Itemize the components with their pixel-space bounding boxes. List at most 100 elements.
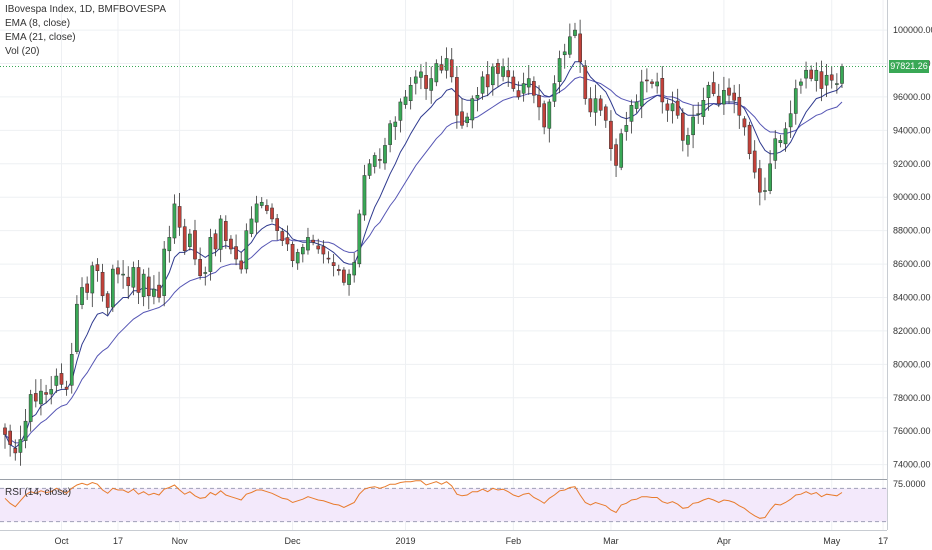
- candle-down: [316, 238, 321, 254]
- legend-ema21[interactable]: EMA (21, close): [5, 32, 76, 43]
- candle-down: [3, 423, 7, 449]
- candle-down: [290, 241, 295, 268]
- rsi-legend[interactable]: RSI (14, close): [5, 487, 72, 498]
- candle-down: [506, 57, 511, 87]
- candle-down: [727, 78, 731, 104]
- legend-ema8[interactable]: EMA (8, close): [5, 18, 71, 29]
- price-tick-label: 74000.00: [893, 460, 931, 470]
- candle-down: [193, 219, 197, 266]
- candle-up: [670, 91, 675, 124]
- candle-up: [357, 209, 362, 268]
- candle-up: [788, 100, 793, 138]
- candle-up: [629, 99, 634, 134]
- last-price-tag: 97821.26: [889, 60, 929, 73]
- candle-down: [285, 225, 290, 252]
- candle-up: [23, 409, 28, 449]
- candle-up: [799, 78, 803, 94]
- candle-up: [783, 122, 788, 152]
- candle-up: [521, 72, 526, 102]
- candle-down: [752, 140, 757, 179]
- candle-up: [28, 389, 33, 432]
- candle-up: [249, 206, 254, 238]
- candle-down: [603, 104, 608, 128]
- candle-up: [634, 94, 639, 113]
- time-tick-label: 17: [113, 536, 123, 546]
- candle-up: [259, 197, 264, 209]
- candle-up: [131, 261, 136, 296]
- price-tick-label: 84000.00: [893, 292, 931, 302]
- candle-down: [223, 215, 228, 249]
- candle-up: [824, 63, 829, 98]
- candle-down: [809, 65, 814, 82]
- time-tick-label: 17: [878, 536, 888, 546]
- candle-down: [424, 61, 428, 100]
- price-tick-label: 86000.00: [893, 259, 931, 269]
- candle-down: [100, 263, 105, 302]
- candle-up: [295, 248, 300, 270]
- candle-down: [342, 267, 346, 286]
- legend-vol[interactable]: Vol (20): [5, 46, 40, 57]
- candle-up: [413, 70, 418, 95]
- candle-down: [449, 48, 454, 83]
- candle-up: [69, 342, 74, 394]
- candle-up: [706, 81, 711, 111]
- candle-down: [85, 276, 90, 300]
- candle-down: [609, 110, 613, 161]
- candle-down: [336, 264, 341, 276]
- candle-down: [229, 235, 233, 255]
- price-tick-label: 100000.00: [893, 25, 932, 35]
- candle-down: [64, 380, 69, 396]
- candle-up: [835, 73, 839, 94]
- candle-down: [716, 83, 721, 108]
- candle-up: [480, 71, 485, 100]
- candle-down: [182, 218, 187, 255]
- time-tick-label: May: [823, 536, 841, 546]
- candle-down: [126, 266, 131, 300]
- candle-up: [701, 87, 706, 125]
- candle-up: [244, 223, 249, 274]
- candle-down: [280, 227, 285, 247]
- price-axis[interactable]: 74000.00 76000.00 78000.00 80000.00 82000.00…: [887, 0, 932, 550]
- candle-down: [614, 138, 618, 178]
- candle-up: [90, 261, 95, 308]
- price-tick-label: 88000.00: [893, 226, 931, 236]
- candle-down: [213, 229, 218, 257]
- candle-down: [270, 203, 274, 223]
- candle-down: [177, 192, 182, 236]
- candle-down: [757, 159, 762, 206]
- candle-down: [105, 291, 110, 315]
- rsi-line: [4, 480, 843, 519]
- candle-up: [80, 277, 84, 310]
- candle-up: [778, 134, 783, 148]
- candle-down: [157, 271, 161, 303]
- candle-down: [136, 260, 141, 304]
- candle-down: [645, 68, 649, 93]
- candle-up: [465, 112, 469, 128]
- candle-up: [804, 61, 808, 89]
- candle-down: [675, 88, 680, 119]
- candle-up: [121, 260, 125, 289]
- candle-up: [557, 50, 562, 94]
- candle-down: [598, 95, 603, 116]
- candle-up: [167, 225, 172, 263]
- candle-up: [403, 90, 408, 109]
- candle-down: [583, 60, 588, 105]
- candle-down: [321, 240, 326, 264]
- price-tick-label: 78000.00: [893, 393, 931, 403]
- candle-up: [254, 195, 259, 235]
- time-axis[interactable]: Oct17NovDec2019FebMarAprMay17Jun: [54, 536, 932, 546]
- candle-up: [444, 47, 449, 79]
- candle-up: [203, 266, 208, 286]
- candle-down: [485, 61, 490, 97]
- candle-down: [311, 234, 315, 246]
- price-tick-label: 80000.00: [893, 359, 931, 369]
- candle-up: [300, 243, 305, 263]
- candle-up: [434, 59, 439, 87]
- candle-up: [188, 228, 192, 251]
- candle-up: [722, 76, 726, 115]
- candle-up: [306, 227, 310, 255]
- legend-title[interactable]: IBovespa Index, 1D, BMFBOVESPA: [5, 4, 166, 15]
- price-tick-label: 90000.00: [893, 192, 931, 202]
- price-tick-label: 76000.00: [893, 426, 931, 436]
- candle-up: [814, 62, 819, 92]
